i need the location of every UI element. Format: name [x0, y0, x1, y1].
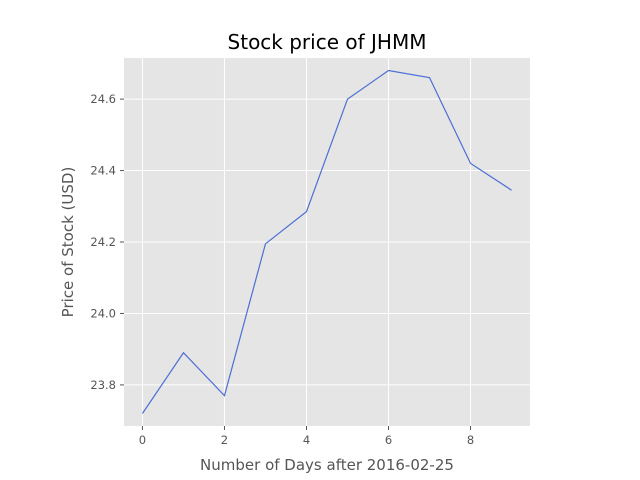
x-tick-label: 4 [303, 433, 310, 447]
x-tick-label: 2 [221, 433, 228, 447]
y-tick-label: 23.8 [90, 378, 116, 392]
y-tick-label: 24.6 [90, 92, 116, 106]
chart-title: Stock price of JHMM [228, 30, 427, 54]
x-tick-label: 6 [385, 433, 392, 447]
axis-ticks: 0 2 4 6 8 23.8 24.0 24.2 24.4 24.6 [90, 92, 474, 447]
y-axis-label: Price of Stock (USD) [59, 167, 77, 318]
gridlines [124, 58, 530, 426]
y-tick-label: 24.2 [90, 235, 116, 249]
y-tick-label: 24.4 [90, 164, 116, 178]
y-tick-label: 24.0 [90, 306, 116, 320]
series-line [141, 69, 512, 414]
x-tick-label: 0 [139, 433, 146, 447]
x-tick-label: 8 [467, 433, 474, 447]
x-axis-label: Number of Days after 2016-02-25 [200, 456, 454, 474]
